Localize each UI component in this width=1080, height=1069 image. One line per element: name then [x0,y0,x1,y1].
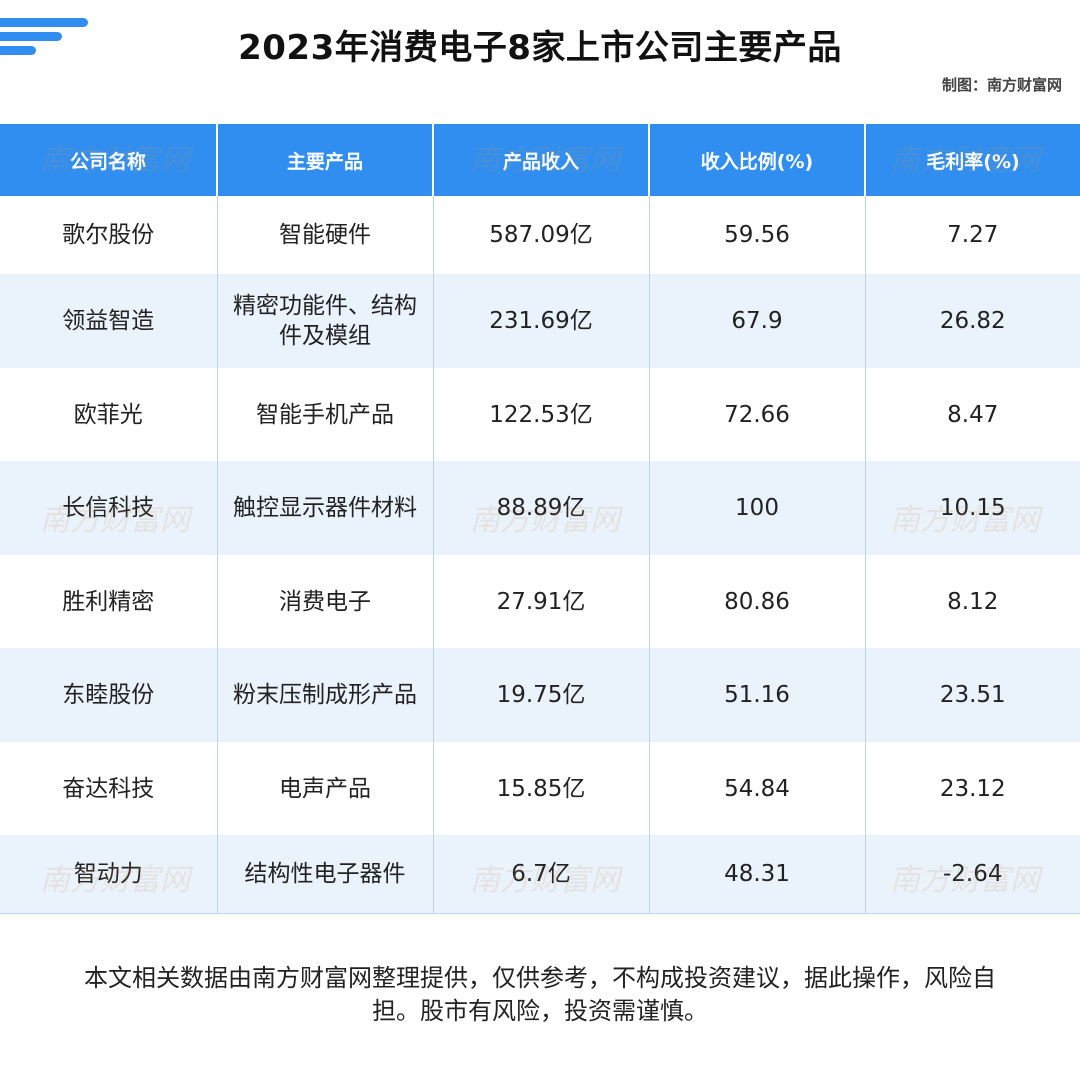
table-row: 领益智造 精密功能件、结构件及模组 231.69亿 67.9 26.82 [0,274,1080,368]
data-table: 公司名称 主要产品 产品收入 收入比例(%) 毛利率(%) 歌尔股份 智能硬件 … [0,124,1080,914]
column-header: 产品收入 [432,124,650,196]
table-cell: 72.66 [648,368,866,461]
table-cell: 54.84 [648,742,866,835]
table-cell: 精密功能件、结构件及模组 [216,274,434,368]
table-cell: 10.15 [864,461,1080,555]
table-cell: 51.16 [648,648,866,742]
page-title: 2023年消费电子8家上市公司主要产品 [238,28,842,68]
table-cell: 东睦股份 [0,648,218,742]
table-cell: 48.31 [648,835,866,914]
table-cell: 7.27 [864,196,1080,274]
table-row: 奋达科技 电声产品 15.85亿 54.84 23.12 [0,742,1080,835]
table-cell: 粉末压制成形产品 [216,648,434,742]
table-cell: 智动力 [0,835,218,914]
table-cell: 88.89亿 [432,461,650,555]
table-cell: 结构性电子器件 [216,835,434,914]
table-cell: 长信科技 [0,461,218,555]
table-cell: 消费电子 [216,555,434,648]
table-cell: 59.56 [648,196,866,274]
table-cell: 587.09亿 [432,196,650,274]
table-cell: 8.47 [864,368,1080,461]
table-cell: 8.12 [864,555,1080,648]
column-header: 收入比例(%) [648,124,866,196]
table-cell: 智能硬件 [216,196,434,274]
column-header: 公司名称 [0,124,218,196]
disclaimer-text: 本文相关数据由南方财富网整理提供，仅供参考，不构成投资建议，据此操作，风险自担。… [84,964,996,1025]
table-cell: 19.75亿 [432,648,650,742]
table-cell: 电声产品 [216,742,434,835]
logo-stripe [0,46,36,55]
table-cell: 6.7亿 [432,835,650,914]
table-cell: 26.82 [864,274,1080,368]
table-row: 长信科技 触控显示器件材料 88.89亿 100 10.15 [0,461,1080,555]
column-header: 毛利率(%) [864,124,1080,196]
table-cell: 欧菲光 [0,368,218,461]
logo-stripe [0,32,62,41]
table-cell: 23.51 [864,648,1080,742]
table-cell: 122.53亿 [432,368,650,461]
table-cell: 歌尔股份 [0,196,218,274]
table-cell: 智能手机产品 [216,368,434,461]
column-header: 主要产品 [216,124,434,196]
table-cell: -2.64 [864,835,1080,914]
table-row: 东睦股份 粉末压制成形产品 19.75亿 51.16 23.51 [0,648,1080,742]
table-cell: 27.91亿 [432,555,650,648]
logo-stripes [0,18,92,64]
table-cell: 80.86 [648,555,866,648]
table-cell: 23.12 [864,742,1080,835]
table-cell: 胜利精密 [0,555,218,648]
table-row: 智动力 结构性电子器件 6.7亿 48.31 -2.64 [0,835,1080,914]
table-cell: 15.85亿 [432,742,650,835]
table-row: 欧菲光 智能手机产品 122.53亿 72.66 8.47 [0,368,1080,461]
table-cell: 100 [648,461,866,555]
table-row: 胜利精密 消费电子 27.91亿 80.86 8.12 [0,555,1080,648]
credit-label: 制图：南方财富网 [941,76,1062,94]
logo-stripe [0,18,88,27]
table-cell: 领益智造 [0,274,218,368]
table-cell: 231.69亿 [432,274,650,368]
table-header-row: 公司名称 主要产品 产品收入 收入比例(%) 毛利率(%) [0,124,1080,196]
table-cell: 触控显示器件材料 [216,461,434,555]
table-cell: 67.9 [648,274,866,368]
table-row: 歌尔股份 智能硬件 587.09亿 59.56 7.27 [0,196,1080,274]
data-table-wrap: 公司名称 主要产品 产品收入 收入比例(%) 毛利率(%) 歌尔股份 智能硬件 … [0,124,1080,914]
table-cell: 奋达科技 [0,742,218,835]
